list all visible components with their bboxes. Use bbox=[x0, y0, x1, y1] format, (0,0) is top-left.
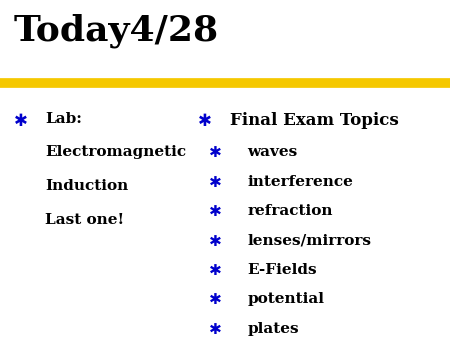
Text: ✱: ✱ bbox=[209, 263, 222, 278]
Text: Lab:: Lab: bbox=[45, 112, 82, 125]
Text: interference: interference bbox=[248, 175, 353, 189]
Text: ✱: ✱ bbox=[209, 292, 222, 307]
Text: E-Fields: E-Fields bbox=[248, 263, 317, 277]
Text: lenses/mirrors: lenses/mirrors bbox=[248, 234, 372, 247]
Text: ✱: ✱ bbox=[14, 112, 27, 129]
Text: Today4/28: Today4/28 bbox=[14, 14, 219, 48]
Text: Induction: Induction bbox=[45, 179, 128, 193]
Text: ✱: ✱ bbox=[209, 204, 222, 219]
Text: potential: potential bbox=[248, 292, 324, 306]
Text: ✱: ✱ bbox=[198, 112, 212, 129]
Text: ✱: ✱ bbox=[209, 175, 222, 190]
Text: Last one!: Last one! bbox=[45, 213, 124, 227]
Text: ✱: ✱ bbox=[209, 234, 222, 248]
Text: plates: plates bbox=[248, 322, 299, 336]
Text: ✱: ✱ bbox=[209, 145, 222, 160]
Text: Final Exam Topics: Final Exam Topics bbox=[230, 112, 398, 128]
Text: Electromagnetic: Electromagnetic bbox=[45, 145, 186, 159]
Text: waves: waves bbox=[248, 145, 298, 159]
Text: refraction: refraction bbox=[248, 204, 333, 218]
Text: ✱: ✱ bbox=[209, 322, 222, 337]
